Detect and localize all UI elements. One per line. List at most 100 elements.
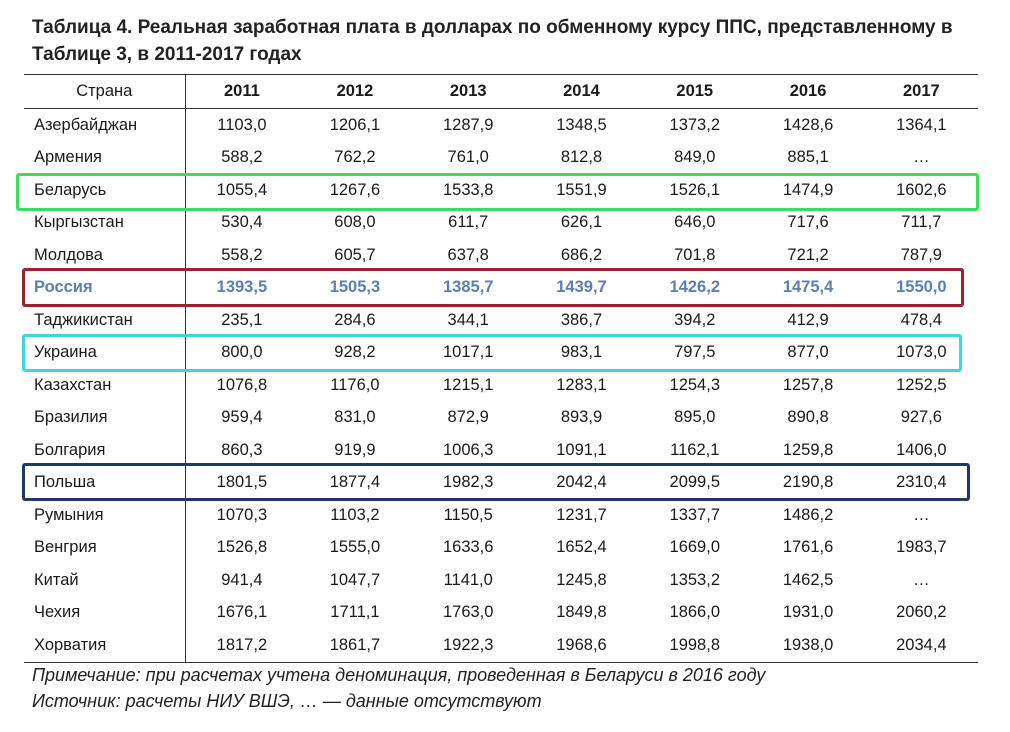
value-cell: 1287,9: [442, 115, 494, 134]
header-year: 2013: [411, 74, 525, 109]
country-cell: Украина: [24, 336, 186, 369]
value-cell: 941,4: [221, 570, 263, 589]
value-cell: 885,1: [787, 148, 829, 167]
value-cell: 812,8: [560, 148, 603, 167]
table-row: Кыргызстан 530,4 608,0 611,7 626,1 646,0 717,6…: [24, 206, 978, 239]
value-cell: 1245,8: [556, 570, 607, 589]
wage-table: Страна 2011 2012 2013 2014 2015 2016 201…: [24, 74, 978, 663]
value-cell: 1761,6: [782, 538, 834, 557]
value-cell: 1073,0: [896, 343, 947, 362]
value-cell: 919,9: [334, 440, 376, 459]
value-cell: 1385,7: [442, 278, 494, 297]
table-row: Чехия 1676,1 1711,1 1763,0 1849,8 1866,0 1931,…: [24, 596, 978, 629]
value-cell: 530,4: [221, 213, 263, 232]
value-cell: 386,7: [560, 310, 603, 329]
value-cell: 1257,8: [782, 375, 834, 394]
country-cell: Казахстан: [24, 369, 186, 402]
value-cell: 478,4: [900, 310, 942, 329]
value-cell: 1252,5: [896, 375, 947, 394]
value-cell: 1474,9: [782, 180, 834, 199]
table-row: Венгрия 1526,8 1555,0 1633,6 1652,4 1669,0 176…: [24, 531, 978, 564]
value-cell: 1406,0: [896, 440, 947, 459]
table-title: Таблица 4. Реальная заработная плата в д…: [32, 17, 953, 65]
country-cell: Чехия: [24, 596, 186, 629]
value-cell: 1426,2: [669, 278, 720, 297]
value-cell: 1254,3: [669, 375, 720, 394]
value-cell: 1076,8: [216, 375, 268, 394]
value-cell: 1141,0: [443, 570, 493, 589]
highlight-ukraine: [22, 334, 962, 372]
value-cell: 686,2: [560, 245, 603, 264]
country-cell: Бразилия: [24, 401, 186, 434]
table-row: Болгария 860,3 919,9 1006,3 1091,1 1162,1 1259…: [24, 434, 978, 467]
value-cell: 1215,1: [442, 375, 494, 394]
country-cell: Азербайджан: [24, 108, 186, 142]
value-cell: 787,9: [900, 245, 942, 264]
value-cell: 1861,7: [298, 629, 412, 663]
value-cell: 1091,1: [556, 440, 607, 459]
value-cell: 412,9: [787, 310, 829, 329]
value-cell: 701,8: [674, 245, 716, 264]
value-cell: 2060,2: [896, 603, 947, 622]
value-cell: 588,2: [221, 148, 263, 167]
value-cell: 1103,0: [217, 115, 267, 134]
value-cell: 1047,7: [329, 570, 381, 589]
header-year: 2012: [298, 74, 412, 109]
value-cell: 1428,6: [782, 115, 834, 134]
value-cell: …: [913, 570, 930, 589]
value-cell: 1103,2: [330, 505, 380, 524]
value-cell: 637,8: [447, 245, 489, 264]
value-cell: 1602,6: [896, 180, 947, 199]
country-cell: Кыргызстан: [24, 206, 186, 239]
value-cell: 1393,5: [216, 278, 268, 297]
value-cell: 1998,8: [638, 629, 752, 663]
table-row: Украина 800,0 928,2 1017,1 983,1 797,5 877,0 10…: [24, 336, 978, 369]
header-year: 2017: [864, 74, 978, 109]
country-cell: Россия: [24, 271, 186, 304]
value-cell: 1922,3: [411, 629, 525, 663]
value-cell: 1348,5: [556, 115, 607, 134]
value-cell: 2099,5: [669, 473, 720, 492]
header-year: 2016: [751, 74, 865, 109]
value-cell: 344,1: [447, 310, 489, 329]
value-cell: 983,1: [560, 343, 603, 362]
value-cell: 877,0: [787, 343, 829, 362]
table-row: Россия 1393,5 1505,3 1385,7 1439,7 1426,2 1475…: [24, 271, 978, 304]
value-cell: 1462,5: [782, 570, 834, 589]
source-text: Источник: расчеты НИУ ВШЭ, … — данные от…: [32, 691, 542, 711]
country-cell: Хорватия: [24, 629, 186, 663]
note-text: Примечание: при расчетах учтена деномина…: [32, 665, 766, 685]
value-cell: 1150,5: [443, 505, 493, 524]
country-cell: Румыния: [24, 499, 186, 532]
value-cell: 1877,4: [329, 473, 381, 492]
value-cell: 927,6: [900, 408, 942, 427]
value-cell: …: [913, 148, 930, 167]
value-cell: 1983,7: [896, 538, 947, 557]
value-cell: 1652,4: [556, 538, 607, 557]
value-cell: 394,2: [674, 310, 716, 329]
table-row: Азербайджан 1103,0 1206,1 1287,9 1348,5 1373,…: [24, 108, 978, 142]
country-cell: Болгария: [24, 434, 186, 467]
value-cell: 1505,3: [329, 278, 381, 297]
highlight-russia: [22, 268, 964, 307]
value-cell: 762,2: [334, 148, 376, 167]
value-cell: 2034,4: [864, 629, 978, 663]
value-cell: 860,3: [221, 440, 263, 459]
value-cell: 626,1: [560, 213, 603, 232]
value-cell: 1676,1: [216, 603, 268, 622]
value-cell: 646,0: [674, 213, 716, 232]
value-cell: 717,6: [787, 213, 829, 232]
header-year: 2011: [185, 74, 299, 109]
value-cell: 1550,0: [896, 278, 947, 297]
value-cell: 959,4: [221, 408, 263, 427]
value-cell: 1055,4: [216, 180, 268, 199]
value-cell: 1968,6: [524, 629, 639, 663]
value-cell: 1364,1: [896, 115, 947, 134]
value-cell: 1206,1: [329, 115, 381, 134]
country-cell: Польша: [24, 466, 186, 499]
header-year: 2015: [638, 74, 752, 109]
value-cell: 1353,2: [669, 570, 720, 589]
value-cell: 831,0: [334, 408, 376, 427]
highlight-poland: [22, 463, 970, 501]
value-cell: 1439,7: [556, 278, 607, 297]
